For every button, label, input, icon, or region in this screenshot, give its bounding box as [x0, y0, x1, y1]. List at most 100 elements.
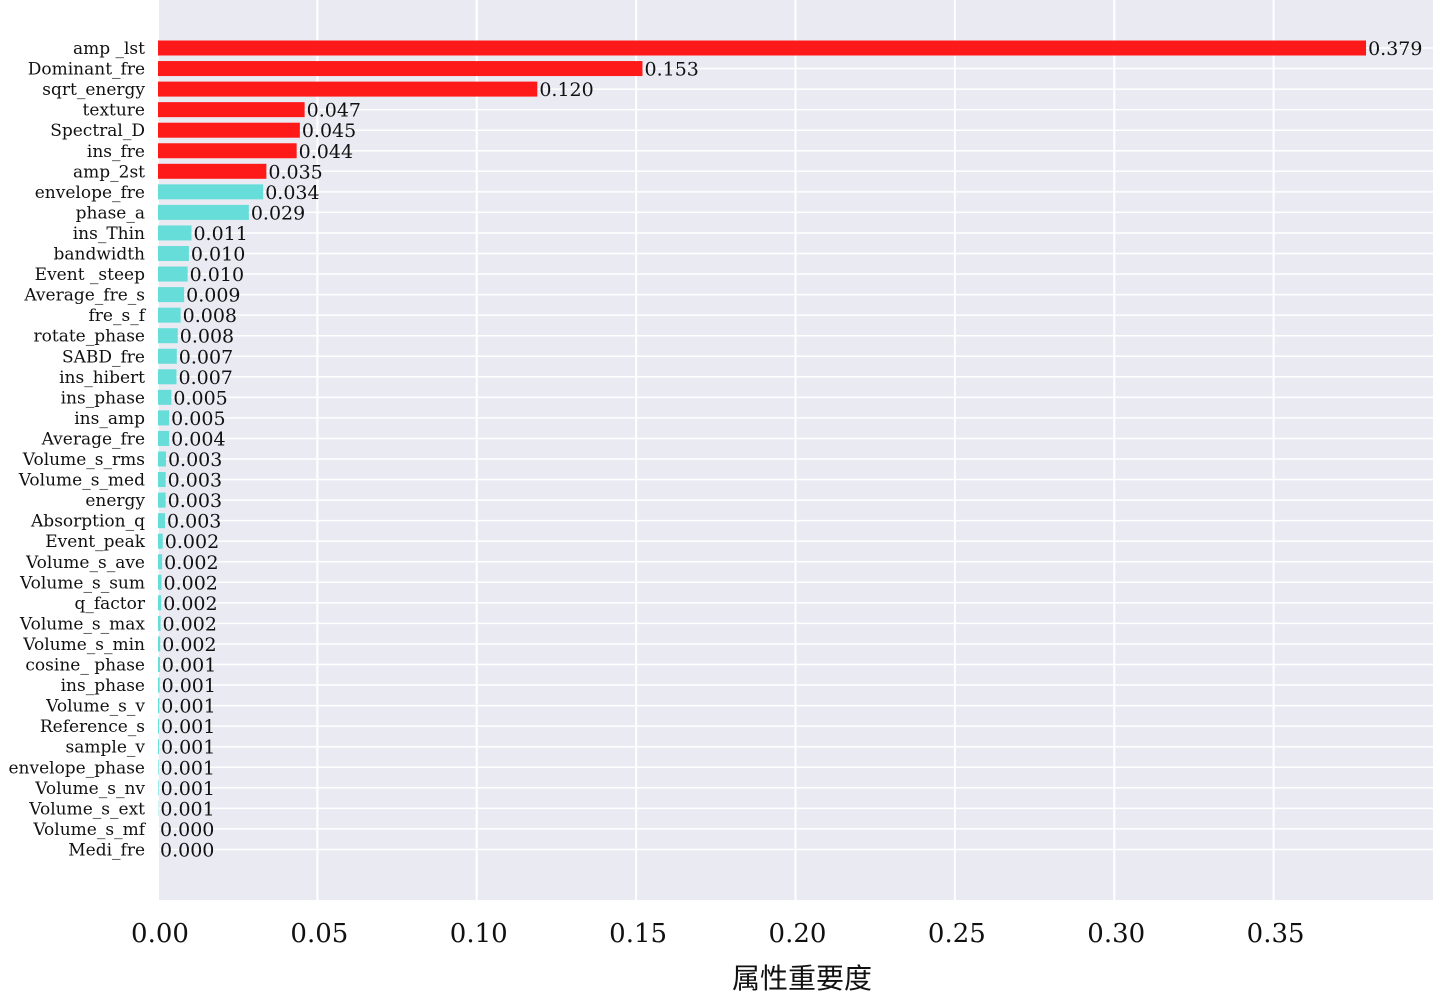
value-label: 0.000 — [160, 839, 214, 861]
y-tick-label: Dominant_fre — [28, 60, 145, 80]
bar — [158, 328, 178, 344]
value-label: 0.379 — [1368, 38, 1422, 60]
bar — [158, 246, 189, 261]
y-tick-label: q_factor — [74, 594, 145, 614]
value-label: 0.003 — [168, 449, 222, 471]
bar — [158, 410, 170, 426]
y-tick-label: Volume_s_sum — [19, 573, 145, 593]
y-tick-label: Medi_fre — [68, 840, 145, 860]
y-tick-label: Event_peak — [45, 532, 145, 552]
value-label: 0.001 — [161, 716, 215, 738]
value-label: 0.005 — [171, 408, 225, 430]
x-tick-label: 0.35 — [1247, 919, 1305, 949]
bar — [158, 61, 643, 77]
y-tick-label: Volume_s_v — [45, 697, 145, 717]
x-tick-label: 0.30 — [1087, 919, 1145, 949]
bar — [158, 122, 300, 138]
value-label: 0.001 — [160, 798, 214, 820]
y-tick-label: texture — [83, 101, 145, 121]
y-tick-label: Volume_s_med — [18, 471, 145, 491]
bar — [158, 472, 166, 488]
y-tick-label: Reference_s — [40, 717, 145, 737]
x-tick-label: 0.10 — [450, 919, 508, 949]
y-tick-label: ins_Thin — [73, 224, 145, 244]
bar — [158, 677, 160, 693]
value-label: 0.001 — [161, 696, 215, 718]
value-label: 0.003 — [167, 511, 221, 533]
bar — [158, 81, 538, 97]
value-label: 0.029 — [251, 202, 305, 224]
y-tick-label: envelope_fre — [35, 183, 145, 203]
value-label: 0.011 — [193, 223, 247, 245]
y-tick-label: envelope_phase — [8, 758, 145, 778]
y-tick-label: Volume_s_ave — [25, 553, 145, 573]
bar — [158, 40, 1367, 56]
value-label: 0.008 — [180, 326, 234, 348]
y-tick-label: amp_2st — [73, 162, 145, 182]
bar — [158, 369, 177, 385]
bar — [158, 102, 305, 118]
value-label: 0.000 — [160, 819, 214, 841]
x-tick-labels: 0.00 0.05 0.10 0.15 0.20 0.25 0.30 0.35 — [131, 919, 1305, 949]
y-tick-label: ins_fre — [87, 142, 145, 162]
bar — [158, 759, 159, 775]
y-tick-label: cosine_ phase — [25, 656, 145, 676]
bar — [158, 266, 188, 282]
y-tick-label: ins_amp — [74, 409, 145, 429]
value-label: 0.047 — [307, 100, 361, 122]
bar — [158, 451, 166, 467]
y-tick-label: Volume_s_ext — [28, 799, 145, 819]
x-axis-label: 属性重要度 — [732, 962, 872, 994]
y-tick-label: Average_fre — [41, 429, 145, 449]
value-label: 0.002 — [165, 531, 219, 553]
value-label: 0.002 — [163, 593, 217, 615]
y-tick-label: Average_fre_s — [23, 286, 145, 306]
bar — [158, 533, 163, 549]
value-label: 0.035 — [268, 161, 322, 183]
y-tick-label: bandwidth — [54, 245, 146, 265]
y-tick-label: SABD_fre — [62, 347, 145, 367]
y-tick-label: amp _lst — [73, 39, 145, 59]
value-label: 0.044 — [299, 141, 353, 163]
y-tick-label: Spectral_D — [50, 121, 145, 141]
value-label: 0.002 — [164, 552, 218, 574]
bar — [158, 595, 162, 611]
x-tick-label: 0.00 — [131, 919, 189, 949]
bar — [158, 348, 177, 364]
y-tick-label: Volume_s_rms — [22, 450, 145, 470]
y-tick-label: phase_a — [76, 203, 145, 223]
bar — [158, 513, 166, 529]
value-label: 0.045 — [302, 120, 356, 142]
bar — [158, 143, 297, 159]
value-label: 0.010 — [190, 264, 244, 286]
x-tick-label: 0.05 — [290, 919, 348, 949]
y-tick-label: sqrt_energy — [42, 80, 145, 100]
value-labels: 0.379 0.153 0.120 0.0470.0450.0440.0350.034… — [160, 38, 1422, 861]
y-tick-label: Volume_s_min — [22, 635, 145, 655]
value-label: 0.001 — [162, 655, 216, 677]
y-tick-label: Volume_s_mf — [32, 820, 146, 840]
bar — [158, 163, 267, 179]
value-label: 0.004 — [171, 428, 225, 450]
y-tick-label: Volume_s_max — [19, 614, 145, 634]
value-label: 0.008 — [183, 305, 237, 327]
bar — [158, 574, 162, 590]
bar — [158, 739, 159, 755]
bar — [158, 657, 160, 672]
bar — [158, 718, 159, 734]
value-label: 0.007 — [178, 367, 232, 389]
bar — [158, 554, 163, 570]
bar — [158, 615, 161, 631]
bar — [158, 307, 181, 323]
x-tick-label: 0.25 — [928, 919, 986, 949]
x-tick-label: 0.20 — [769, 919, 827, 949]
value-label: 0.005 — [173, 387, 227, 409]
value-label: 0.120 — [539, 79, 593, 101]
x-tick-label: 0.15 — [609, 919, 667, 949]
value-label: 0.002 — [162, 634, 216, 656]
value-label: 0.007 — [179, 346, 233, 368]
bar — [158, 430, 170, 446]
value-label: 0.153 — [645, 59, 699, 81]
bar — [158, 492, 166, 508]
bar — [158, 389, 172, 405]
